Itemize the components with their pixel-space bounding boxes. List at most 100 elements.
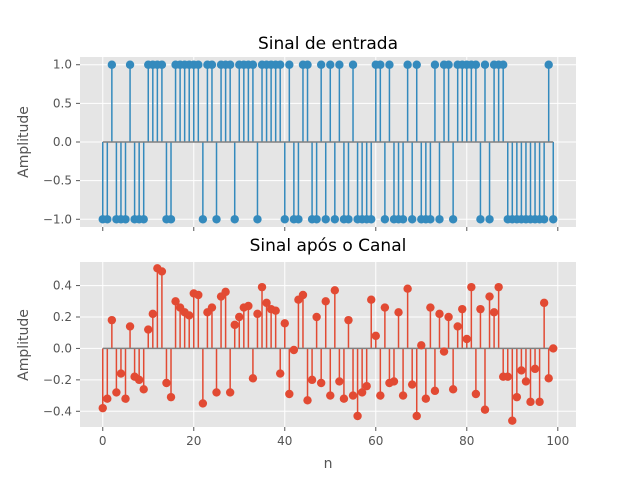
bottom-stem-marker <box>398 391 408 400</box>
bottom-stem-marker <box>362 381 371 391</box>
bottom-stem-marker <box>458 304 467 314</box>
bottom-stem-marker <box>444 312 453 322</box>
top-stem-marker <box>435 215 444 224</box>
bottom-x-tick-label: 60 <box>368 434 383 448</box>
top-stem-marker <box>294 215 303 224</box>
bottom-stem-marker <box>380 303 390 312</box>
bottom-stem-marker <box>262 298 271 308</box>
bottom-stem-marker <box>508 416 517 425</box>
bottom-stem-marker <box>212 388 221 397</box>
top-chart-title: Sinal de entrada <box>258 34 398 54</box>
top-stem-marker <box>280 215 289 224</box>
bottom-chart-title: Sinal após o Canal <box>250 236 407 256</box>
top-y-tick-label: 0.5 <box>53 96 72 110</box>
top-stem-marker <box>403 60 412 69</box>
bottom-y-tick-label: 0.0 <box>53 341 72 355</box>
bottom-x-tick-label: 0 <box>99 434 107 448</box>
bottom-stem-marker <box>462 334 471 344</box>
bottom-stems <box>98 264 558 425</box>
top-stem-marker <box>549 215 558 224</box>
bottom-stem-marker <box>98 403 107 413</box>
bottom-stem-marker <box>371 331 380 341</box>
top-stem-marker <box>121 215 130 224</box>
bottom-stem-marker <box>107 315 117 325</box>
top-stem-marker <box>103 215 112 224</box>
bottom-chart: 0 20 40 60 80 100 0.4 0.2 0.0 −0.2 −0.4 Sinal após… <box>16 236 576 472</box>
bottom-stem-marker <box>253 309 262 319</box>
bottom-stem-marker <box>276 369 285 378</box>
bottom-tick-labels: 0 20 40 60 80 100 0.4 0.2 0.0 −0.2 −0.4 <box>43 279 569 448</box>
bottom-stem-marker <box>162 378 171 388</box>
bottom-stem-marker <box>357 388 367 397</box>
bottom-stem-marker <box>134 375 144 385</box>
bottom-stem-marker <box>303 396 312 405</box>
bottom-stem-marker <box>348 391 358 400</box>
bottom-stem-marker <box>207 303 217 312</box>
top-stem-marker <box>448 215 458 224</box>
bottom-stem-marker <box>221 287 230 297</box>
top-stem-marker <box>198 215 208 224</box>
top-stem-marker <box>344 215 353 224</box>
top-stem-marker <box>430 60 440 69</box>
top-stem-marker <box>380 215 390 224</box>
bottom-stem-marker <box>257 282 267 292</box>
top-stem-marker <box>498 60 508 69</box>
bottom-stem-marker <box>326 391 335 400</box>
bottom-stem-marker <box>539 298 549 308</box>
bottom-x-tick-label: 80 <box>459 434 474 448</box>
bottom-stem-marker <box>148 309 158 319</box>
top-stem-marker <box>125 60 135 69</box>
top-stem-marker <box>225 60 235 69</box>
bottom-y-tick-label: −0.2 <box>43 373 72 387</box>
bottom-stem-marker <box>471 389 481 399</box>
bottom-stem-marker <box>307 375 317 385</box>
top-stem-marker <box>207 60 217 69</box>
top-stem-marker <box>157 60 167 69</box>
bottom-stem-marker <box>112 388 121 397</box>
bottom-stem-marker <box>316 378 326 388</box>
bottom-stem-marker <box>467 282 476 292</box>
bottom-stem-marker <box>417 341 426 350</box>
bottom-stem-marker <box>430 386 440 396</box>
top-y-tick-label: −1.0 <box>43 212 72 226</box>
bottom-stem-marker <box>285 389 294 399</box>
top-stem-marker <box>476 215 485 224</box>
bottom-stem-marker <box>494 282 503 292</box>
bottom-stem-marker <box>412 411 421 421</box>
bottom-stem-marker <box>476 304 485 314</box>
bottom-x-tick-label: 100 <box>546 434 569 448</box>
bottom-stem-marker <box>280 319 289 328</box>
bottom-stem-marker <box>171 297 180 306</box>
top-stem-marker <box>348 60 358 69</box>
top-stem-marker <box>330 215 340 224</box>
bottom-stem-marker <box>166 392 176 402</box>
bottom-stem-marker <box>344 315 353 325</box>
top-stem-marker <box>139 215 148 224</box>
bottom-stem-marker <box>376 391 385 400</box>
bottom-x-tick-label: 20 <box>186 434 201 448</box>
top-stem-marker <box>194 60 203 69</box>
bottom-stem-marker <box>330 286 340 295</box>
top-stem-marker <box>303 60 312 69</box>
bottom-stem-marker <box>144 325 153 334</box>
top-stem-marker <box>230 215 239 224</box>
top-stem-marker <box>335 60 344 69</box>
bottom-stem-marker <box>225 388 235 397</box>
top-stem-marker <box>480 60 490 69</box>
bottom-x-tick-label: 40 <box>277 434 292 448</box>
bottom-stem-marker <box>185 311 194 320</box>
top-stem-marker <box>276 60 285 69</box>
bottom-stem-marker <box>512 392 522 402</box>
bottom-stem-marker <box>339 394 349 403</box>
top-stem-marker <box>321 215 330 224</box>
bottom-stem-marker <box>426 303 435 312</box>
bottom-stem-marker <box>103 394 112 403</box>
bottom-y-tick-label: 0.2 <box>53 310 72 324</box>
top-stem-marker <box>412 60 421 69</box>
bottom-stem-marker <box>448 385 458 394</box>
bottom-stem-marker <box>421 394 431 403</box>
top-tick-labels: 1.0 0.5 0.0 −0.5 −1.0 <box>43 58 72 227</box>
bottom-stem-marker <box>125 322 135 331</box>
bottom-x-axis-label: n <box>324 456 333 472</box>
top-stem-marker <box>544 60 553 69</box>
